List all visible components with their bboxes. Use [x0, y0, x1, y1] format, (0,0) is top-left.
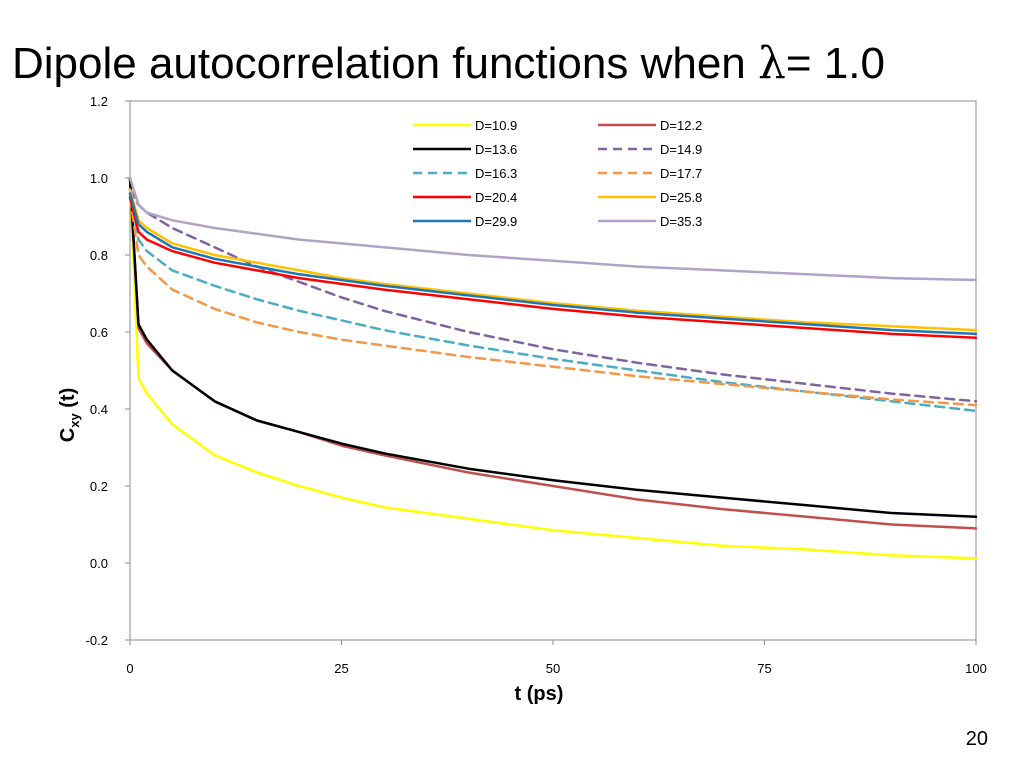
series-line: [128, 188, 978, 332]
y-tick-label: 0.2: [90, 479, 108, 494]
legend-label: D=35.3: [660, 214, 702, 229]
x-tick-label: 0: [126, 661, 133, 676]
legend-label: D=17.7: [660, 166, 702, 181]
title-value: = 1.0: [785, 39, 885, 88]
x-tick-label: 50: [546, 661, 560, 676]
y-axis-title-main: C: [57, 428, 79, 442]
y-tick-label: -0.2: [86, 633, 108, 648]
series-line: [128, 196, 978, 340]
series-line: [128, 192, 978, 336]
series-line: [128, 176, 978, 560]
series-line: [128, 188, 978, 403]
y-axis-title-subscript: xy: [67, 413, 82, 428]
y-tick-label: 1.0: [90, 171, 108, 186]
slide-title: Dipole autocorrelation functions when λ=…: [12, 38, 885, 89]
page-number: 20: [965, 728, 988, 750]
y-tick-label: 0.4: [90, 402, 108, 417]
x-tick-label: 75: [757, 661, 771, 676]
y-tick-label: 0.8: [90, 248, 108, 263]
title-text: Dipole autocorrelation functions when: [12, 39, 759, 88]
legend-label: D=12.2: [660, 118, 702, 133]
title-lambda-symbol: λ: [758, 38, 786, 89]
y-tick-label: 1.2: [90, 94, 108, 109]
legend-label: D=20.4: [475, 190, 517, 205]
autocorrelation-chart: -0.2 0.0 0.2 0.4 0.6 0.8 1.0 1.2 0 25 50 75 100 t (ps…: [57, 94, 987, 705]
legend-label: D=25.8: [660, 190, 702, 205]
y-tick-label: 0.6: [90, 325, 108, 340]
legend-label: D=29.9: [475, 214, 517, 229]
x-tick-label: 25: [334, 661, 348, 676]
y-axis-title-suffix: (t): [57, 388, 79, 414]
y-axis-title: Cxy (t): [57, 388, 82, 442]
series-line: [128, 176, 978, 519]
legend-label: D=13.6: [475, 142, 517, 157]
y-tick-label: 0.0: [90, 556, 108, 571]
x-axis-title: t (ps): [515, 683, 564, 705]
legend-label: D=14.9: [660, 142, 702, 157]
plot-area: [129, 100, 977, 641]
x-tick-label: 100: [965, 661, 987, 676]
series-line: [128, 176, 978, 282]
legend-label: D=16.3: [475, 166, 517, 181]
legend-label: D=10.9: [475, 118, 517, 133]
series-line: [128, 196, 978, 407]
